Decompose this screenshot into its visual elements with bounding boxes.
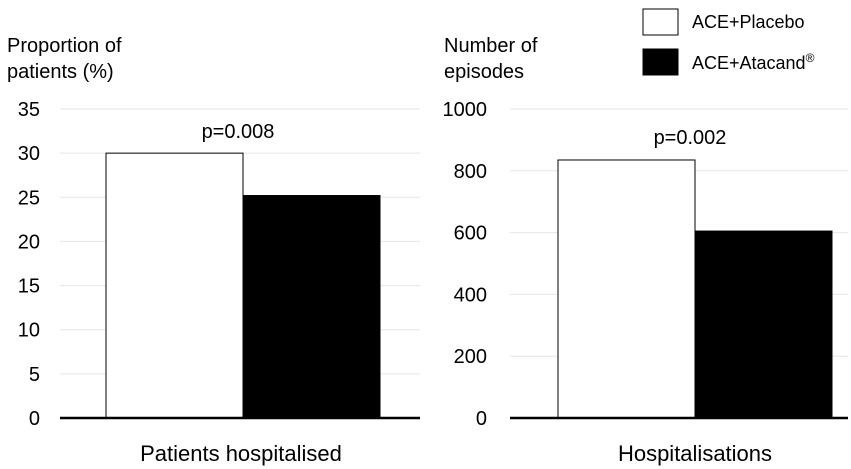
chart-annotation: p=0.002 [654,127,727,149]
y-tick-label: 600 [454,223,487,245]
bar-placebo [105,152,244,419]
y-tick-label: 25 [18,187,40,209]
y-axis-label-line-1: Proportion of [7,35,122,57]
legend-label-atacand: ACE+Atacand® [692,51,815,73]
y-tick-label: 1000 [443,99,488,121]
y-axis-label-line-2: episodes [444,61,524,83]
legend-label-atacand-text: ACE+Atacand [692,53,806,73]
bar-atacand [242,195,381,419]
y-tick-label: 200 [454,346,487,368]
y-tick-label: 35 [18,99,40,121]
bar-atacand [694,230,833,419]
legend: ACE+Placebo ACE+Atacand® [642,8,815,76]
y-tick-label: 400 [454,284,487,306]
x-axis-label: Patients hospitalised [140,441,342,466]
y-tick-label: 30 [18,143,40,165]
y-axis-label-line-1: Number of [444,35,538,57]
legend-label-placebo: ACE+Placebo [692,12,805,32]
x-axis-label: Hospitalisations [618,441,772,466]
legend-label-atacand-registered: ® [806,51,815,65]
y-tick-label: 10 [18,320,40,342]
y-tick-label: 15 [18,276,40,298]
y-axis-label-line-2: patients (%) [7,61,114,83]
y-tick-label: 0 [476,408,487,430]
chart-hospitalisations: Number of episodes p=0.002 Hospitalisati… [443,35,848,466]
legend-swatch-atacand [642,48,679,76]
y-tick-label: 800 [454,161,487,183]
y-tick-label: 5 [29,364,40,386]
legend-swatch-placebo [642,8,679,36]
chart-annotation: p=0.008 [202,121,275,143]
bar-placebo [557,159,696,419]
chart-patients-hospitalised: Proportion of patients (%) p=0.008 Patie… [7,35,420,466]
y-tick-label: 0 [29,408,40,430]
y-tick-label: 20 [18,231,40,253]
